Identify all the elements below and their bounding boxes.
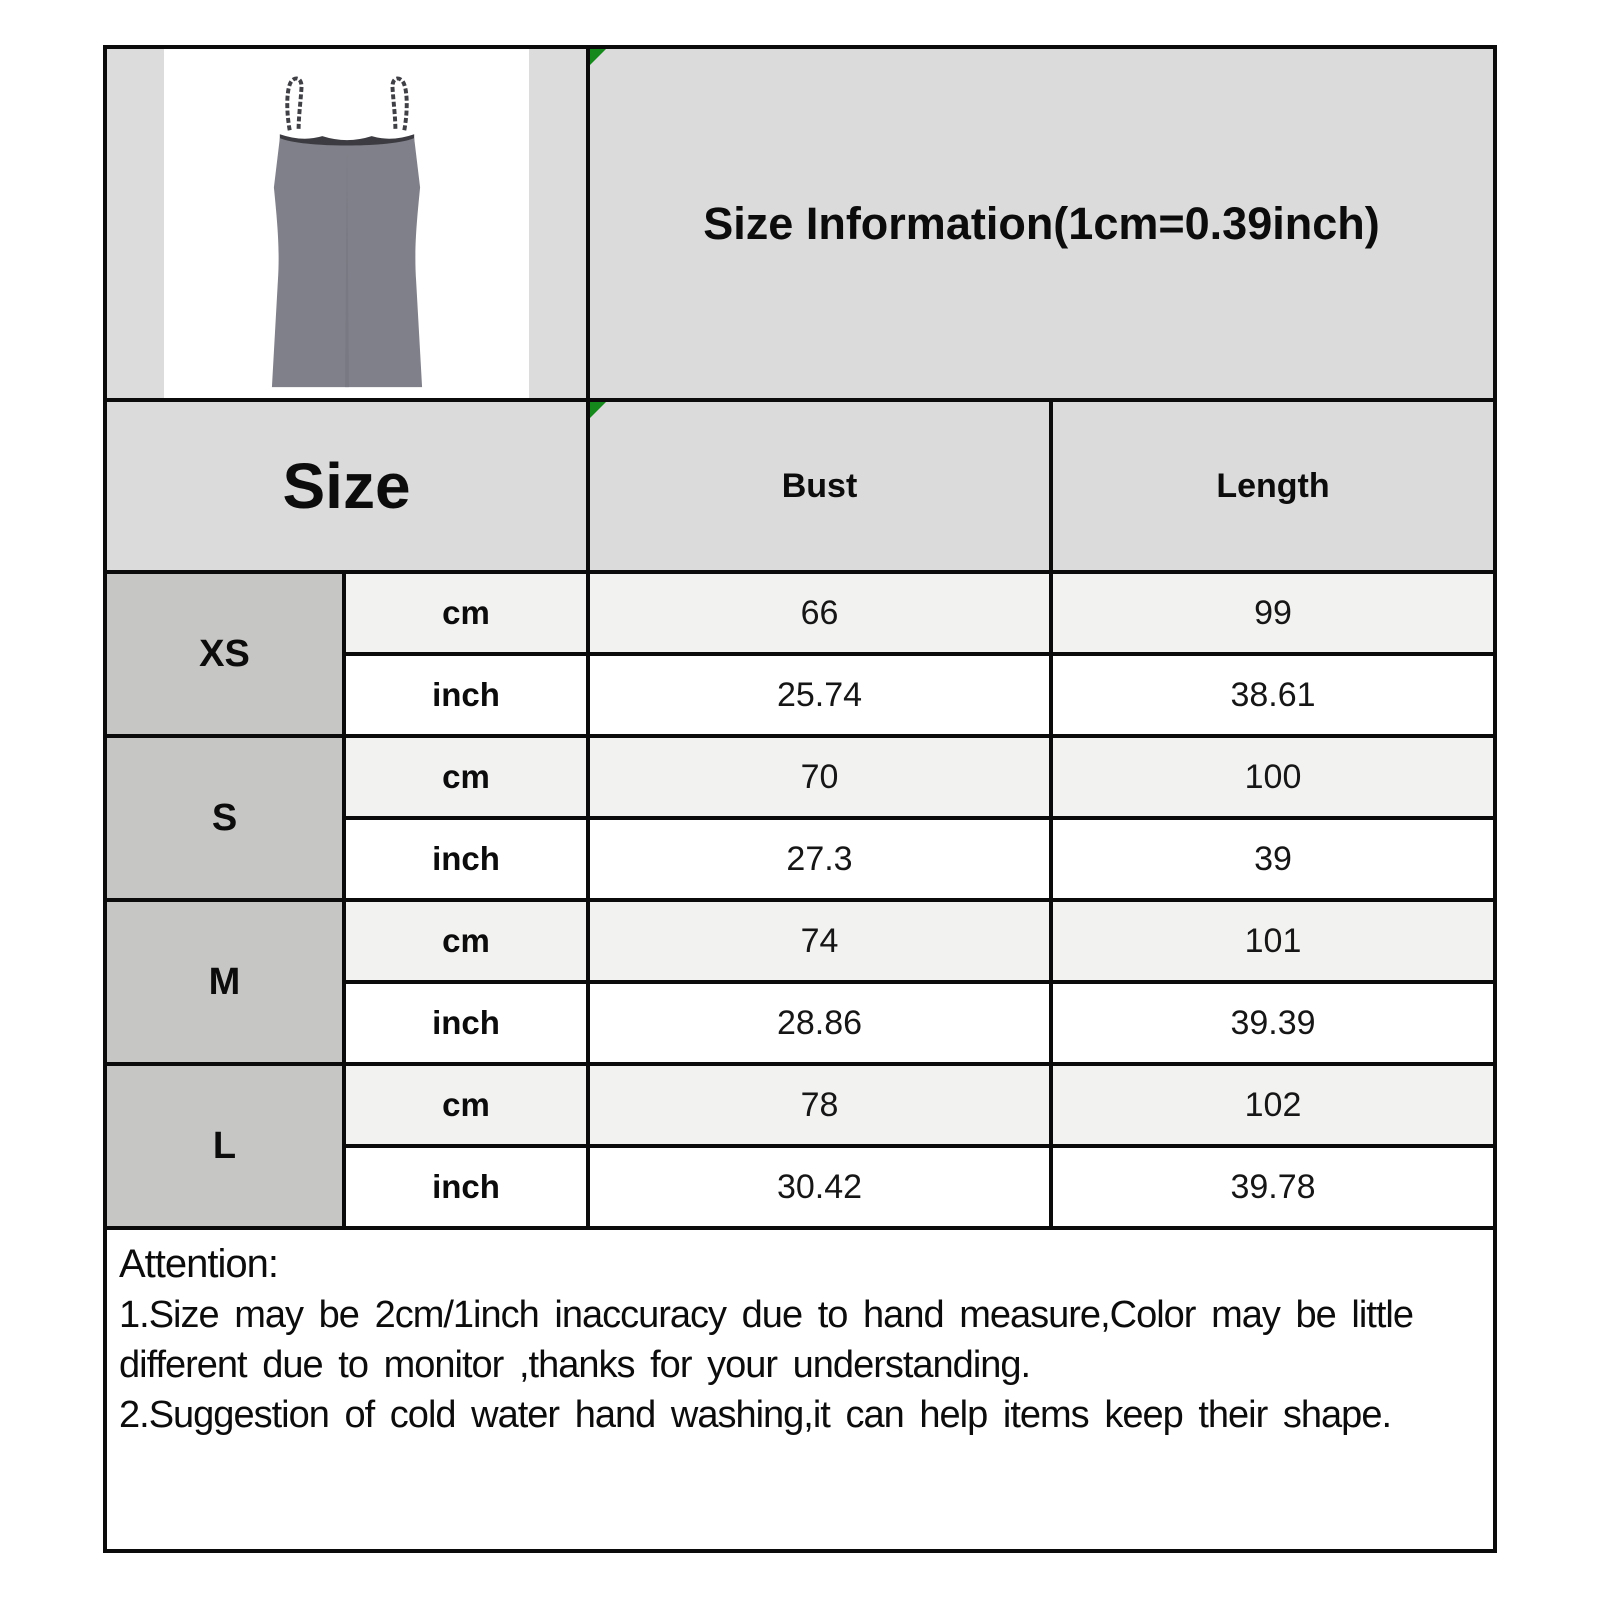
length-value-cell: 39 — [1053, 820, 1493, 898]
length-header-label: Length — [1216, 466, 1330, 505]
photo-right-bar — [529, 49, 586, 398]
size-table: Size Information(1cm=0.39inch) Size Bust… — [103, 45, 1497, 1553]
bust-value: 74 — [800, 921, 839, 960]
length-value: 39.39 — [1230, 1003, 1316, 1042]
unit-cell: cm — [346, 738, 586, 816]
product-photo-cell — [107, 49, 586, 398]
unit-cell: inch — [346, 1148, 586, 1226]
unit-label-text: cm — [442, 758, 490, 795]
bust-value-cell: 66 — [590, 574, 1049, 652]
size-header-cell: Size — [107, 402, 586, 570]
length-value-cell: 38.61 — [1053, 656, 1493, 734]
length-value-cell: 100 — [1053, 738, 1493, 816]
bust-value: 66 — [800, 593, 839, 632]
length-header-cell: Length — [1053, 402, 1493, 570]
size-row-label-l: L — [107, 1066, 342, 1226]
size-label-text: S — [211, 796, 238, 839]
length-value: 101 — [1244, 921, 1302, 960]
unit-label-text: cm — [442, 594, 490, 631]
size-label-text: M — [208, 960, 241, 1003]
size-label-text: XS — [199, 632, 250, 675]
unit-label-text: cm — [442, 922, 490, 959]
size-row-label-m: M — [107, 902, 342, 1062]
bust-value: 25.74 — [776, 675, 863, 714]
attention-line: 1.Size may be 2cm/1inch inaccuracy due t… — [119, 1294, 1414, 1336]
length-value: 39.78 — [1230, 1167, 1316, 1206]
title-cell: Size Information(1cm=0.39inch) — [590, 49, 1493, 398]
dress-image — [228, 69, 466, 398]
bust-header-cell: Bust — [590, 402, 1049, 570]
attention-line: different due to monitor ,thanks for you… — [119, 1344, 1031, 1386]
bust-value-cell: 28.86 — [590, 984, 1049, 1062]
bust-value: 78 — [800, 1085, 839, 1124]
unit-cell: cm — [346, 902, 586, 980]
bust-value-cell: 78 — [590, 1066, 1049, 1144]
bust-value-cell: 27.3 — [590, 820, 1049, 898]
photo-left-bar — [107, 49, 164, 398]
unit-cell: inch — [346, 656, 586, 734]
bust-value: 70 — [800, 757, 839, 796]
bust-value: 27.3 — [786, 839, 853, 878]
bust-value-cell: 25.74 — [590, 656, 1049, 734]
green-corner-marker-icon — [590, 49, 606, 65]
length-value: 38.61 — [1230, 675, 1316, 714]
unit-label-text: cm — [442, 1086, 490, 1123]
unit-cell: cm — [346, 574, 586, 652]
length-value: 99 — [1254, 593, 1292, 632]
size-header-label: Size — [282, 450, 411, 522]
unit-cell: cm — [346, 1066, 586, 1144]
length-value-cell: 101 — [1053, 902, 1493, 980]
green-corner-marker-icon — [590, 402, 606, 418]
length-value-cell: 99 — [1053, 574, 1493, 652]
size-information-title: Size Information(1cm=0.39inch) — [703, 197, 1380, 249]
size-row-label-s: S — [107, 738, 342, 898]
bust-header-label: Bust — [781, 466, 858, 505]
unit-label-text: inch — [432, 1004, 500, 1041]
length-value-cell: 102 — [1053, 1066, 1493, 1144]
bust-value: 30.42 — [776, 1167, 863, 1206]
unit-label-text: inch — [432, 676, 500, 713]
size-label-text: L — [212, 1124, 237, 1167]
length-value-cell: 39.39 — [1053, 984, 1493, 1062]
bust-value-cell: 70 — [590, 738, 1049, 816]
length-value: 102 — [1244, 1085, 1302, 1124]
length-value: 100 — [1244, 757, 1302, 796]
unit-cell: inch — [346, 820, 586, 898]
bust-value-cell: 74 — [590, 902, 1049, 980]
unit-label-text: inch — [432, 840, 500, 877]
attention-heading: Attention: — [119, 1242, 279, 1286]
unit-cell: inch — [346, 984, 586, 1062]
product-photo — [107, 49, 586, 398]
size-row-label-xs: XS — [107, 574, 342, 734]
unit-label-text: inch — [432, 1168, 500, 1205]
length-value-cell: 39.78 — [1053, 1148, 1493, 1226]
bust-value: 28.86 — [776, 1003, 863, 1042]
bust-value-cell: 30.42 — [590, 1148, 1049, 1226]
attention-note: Attention: 1.Size may be 2cm/1inch inacc… — [107, 1230, 1493, 1549]
length-value: 39 — [1254, 839, 1292, 878]
attention-line: 2.Suggestion of cold water hand washing,… — [119, 1394, 1392, 1436]
